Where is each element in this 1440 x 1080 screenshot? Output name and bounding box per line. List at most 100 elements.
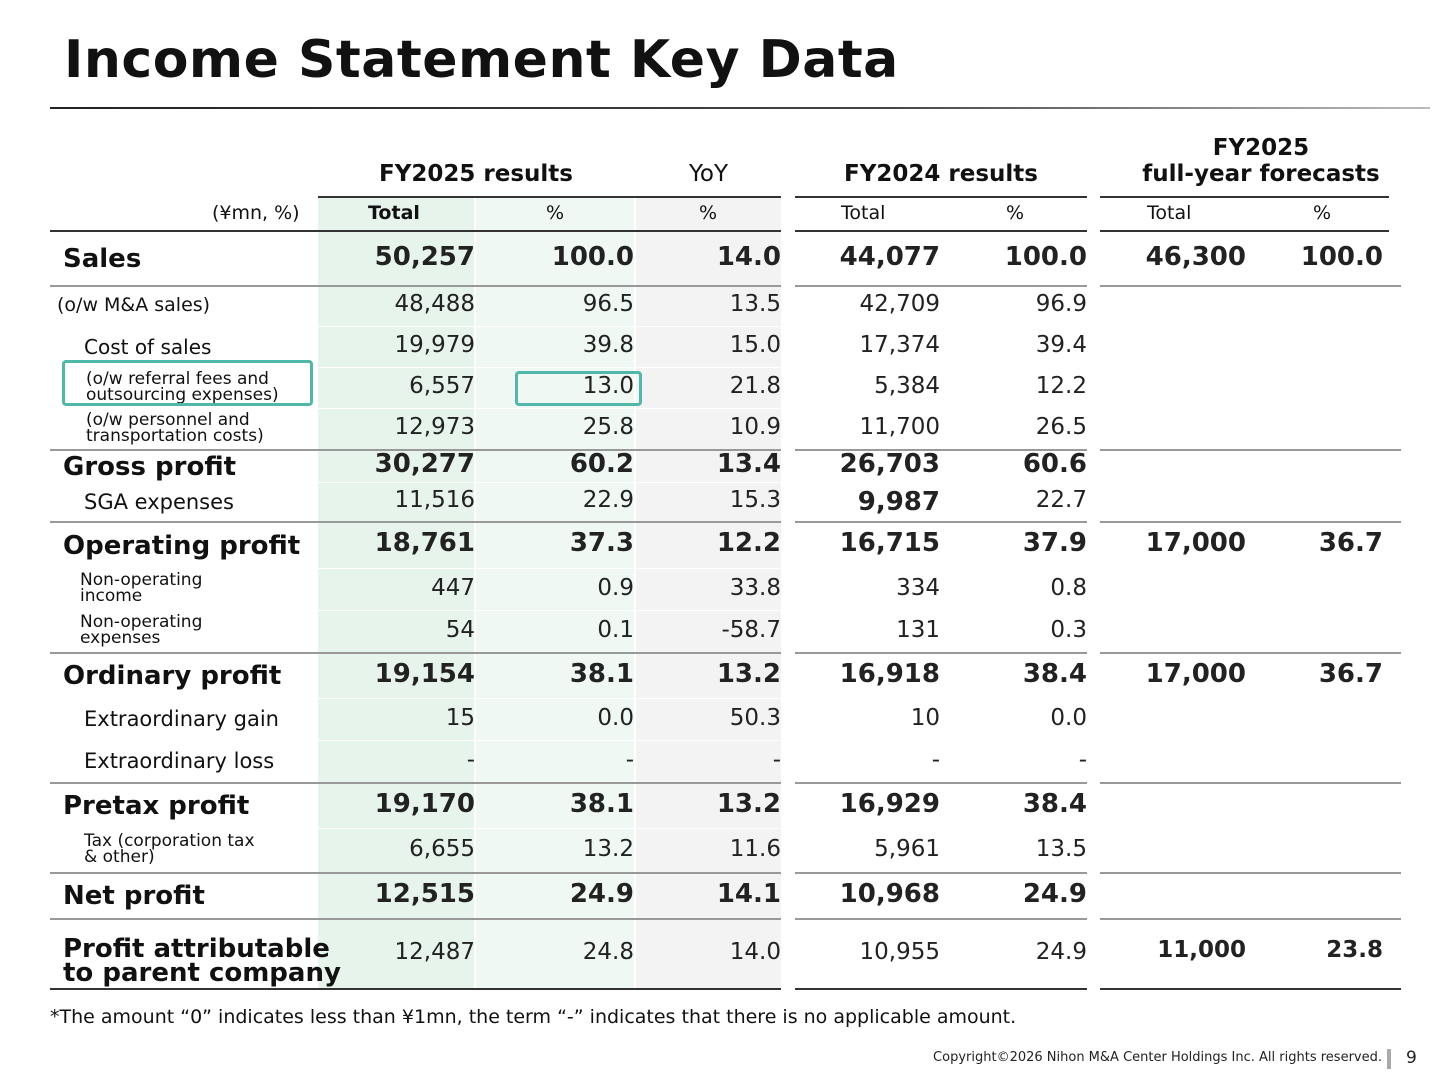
row-separator: [50, 449, 781, 451]
table-cell: 12,487: [394, 939, 475, 966]
table-cell: 17,000: [1145, 658, 1246, 689]
row-separator: [795, 652, 1087, 654]
table-cell: 13.5: [729, 291, 781, 318]
table-cell: 42,709: [859, 291, 940, 318]
row-label: Non-operating expenses: [80, 612, 203, 646]
table-cell: 15.3: [729, 487, 781, 514]
table-cell: 46,300: [1145, 241, 1246, 272]
unit-label: (¥mn, %): [212, 202, 300, 224]
table-cell: 10: [910, 704, 940, 731]
table-cell: 0.1: [597, 616, 634, 643]
table-cell: 6,557: [409, 373, 475, 400]
table-cell: 0.9: [597, 574, 634, 601]
table-cell: 50.3: [729, 704, 781, 731]
table-cell: 334: [896, 574, 940, 601]
table-cell: 11.6: [729, 835, 781, 862]
table-cell: 12,515: [374, 878, 475, 909]
table-cell: 19,154: [374, 658, 475, 689]
row-separator: [318, 610, 781, 611]
row-label-line1: Non-operating: [80, 612, 203, 632]
row-label-line1: (o/w referral fees and: [86, 368, 269, 389]
header-rule-fy2024: [795, 196, 1087, 198]
row-separator: [50, 872, 781, 874]
table-top-rule: [795, 230, 1087, 232]
row-separator: [795, 782, 1087, 784]
row-separator: [795, 521, 1087, 523]
subheader-forecast-total: Total: [1147, 202, 1192, 224]
table-cell: 54: [445, 616, 475, 643]
page-title: Income Statement Key Data: [64, 30, 899, 90]
row-label-line1: Profit attributable: [63, 933, 330, 964]
table-cell: -: [466, 746, 475, 773]
table-cell: 6,655: [409, 835, 475, 862]
row-separator: [50, 652, 781, 654]
subheader-forecast-pct: %: [1313, 202, 1332, 224]
table-cell: 24.9: [1035, 939, 1087, 966]
row-label-line2: transportation costs): [86, 425, 264, 446]
table-cell: -: [772, 746, 781, 773]
table-cell: 100.0: [551, 241, 634, 272]
row-label: Tax (corporation tax & other): [84, 832, 255, 865]
table-cell: 17,374: [859, 332, 940, 359]
row-separator: [1100, 449, 1401, 451]
table-cell: 19,979: [394, 332, 475, 359]
row-label: Extraordinary loss: [84, 749, 275, 773]
table-cell: 0.0: [597, 704, 634, 731]
table-cell: 48,488: [394, 291, 475, 318]
table-cell: -58.7: [721, 616, 781, 643]
row-separator: [1100, 285, 1401, 287]
table-cell: 9,987: [857, 487, 940, 518]
table-cell: 30,277: [374, 449, 475, 480]
table-cell: 60.6: [1022, 449, 1087, 480]
table-cell: 96.9: [1035, 291, 1087, 318]
table-cell: 100.0: [1300, 241, 1383, 272]
row-label: Sales: [63, 244, 142, 274]
row-separator: [318, 326, 781, 327]
table-cell: 24.8: [582, 939, 634, 966]
header-yoy: YoY: [688, 161, 729, 187]
highlight-referral-fees-pct: [515, 371, 642, 406]
table-cell: 37.3: [569, 528, 634, 559]
table-cell: 25.8: [582, 414, 634, 441]
row-separator: [318, 408, 781, 409]
row-label-line2: outsourcing expenses): [86, 384, 279, 405]
header-fy2025-results: FY2025 results: [379, 161, 573, 187]
table-bottom-rule: [50, 988, 781, 990]
table-cell: 22.7: [1035, 487, 1087, 514]
table-cell: 10.9: [729, 414, 781, 441]
row-label: Net profit: [63, 881, 205, 911]
header-forecast-line2: full-year forecasts: [1142, 161, 1380, 187]
row-label: (o/w personnel and transportation costs): [86, 411, 264, 446]
table-cell: 12.2: [716, 528, 781, 559]
footnote: *The amount “0” indicates less than ¥1mn…: [50, 1006, 1017, 1028]
table-bottom-rule: [795, 988, 1087, 990]
table-cell: 60.2: [569, 449, 634, 480]
table-cell: 13.2: [716, 788, 781, 819]
row-separator: [1100, 782, 1401, 784]
table-cell: 16,918: [839, 658, 940, 689]
table-cell: 14.0: [716, 241, 781, 272]
table-cell: 18,761: [374, 528, 475, 559]
table-cell: 447: [431, 574, 475, 601]
header-rule-forecast: [1100, 196, 1389, 198]
table-cell: 12,973: [394, 414, 475, 441]
table-cell: 39.4: [1035, 332, 1087, 359]
row-label: (o/w referral fees and outsourcing expens…: [86, 368, 279, 405]
table-cell: 23.8: [1326, 937, 1383, 964]
row-separator: [50, 521, 781, 523]
row-separator: [318, 828, 781, 829]
table-cell: 44,077: [839, 241, 940, 272]
subheader-yoy-pct: %: [699, 202, 718, 224]
header-rule-fy2025: [318, 196, 781, 198]
highlight-referral-fees-label: [62, 360, 313, 406]
page-number-divider: [1387, 1049, 1391, 1069]
table-cell: 36.7: [1318, 528, 1383, 559]
table-cell: 15.0: [729, 332, 781, 359]
table-cell: 14.1: [716, 878, 781, 909]
table-cell: 39.8: [582, 332, 634, 359]
row-separator: [795, 449, 1087, 451]
table-cell: 50,257: [374, 241, 475, 272]
table-cell: 12.2: [1035, 373, 1087, 400]
row-label: Ordinary profit: [63, 661, 282, 691]
table-cell: 16,715: [839, 528, 940, 559]
